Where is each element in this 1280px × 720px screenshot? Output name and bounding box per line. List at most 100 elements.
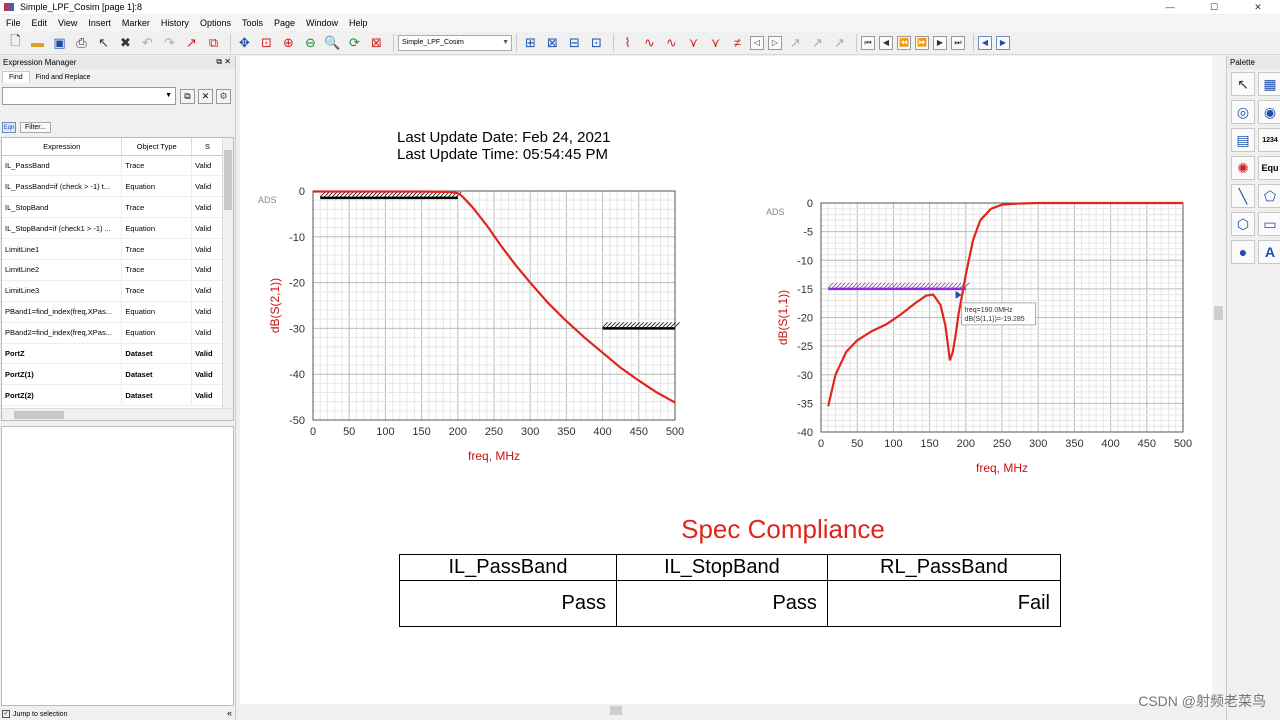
marker-valley-icon[interactable]: ⋎	[710, 34, 721, 50]
marker-slope-icon[interactable]: ↗	[834, 34, 845, 50]
list-table-icon[interactable]: ▤	[1231, 128, 1255, 152]
fit-all-icon[interactable]: ⊞	[525, 34, 536, 50]
zoom-out-icon[interactable]: ⊖	[305, 34, 316, 50]
table-row[interactable]: PortZ Dataset Valid	[2, 343, 224, 365]
save-icon[interactable]: ▣	[53, 34, 66, 50]
rectangle-icon[interactable]: ▭	[1258, 212, 1280, 236]
zoom-area-icon[interactable]: ⊡	[261, 34, 272, 50]
table-row[interactable]: LimitLine2 Trace Valid	[2, 259, 224, 281]
pointer-icon[interactable]: ↖	[1231, 72, 1255, 96]
jump-to-selection-checkbox[interactable]: ✓	[2, 710, 10, 718]
marker-peak-icon[interactable]: ⋎	[688, 34, 699, 50]
menu-window[interactable]: Window	[306, 18, 339, 28]
last-page-icon[interactable]: ⏭	[951, 35, 965, 50]
marker-right-icon[interactable]: ▷	[768, 35, 782, 50]
menu-page[interactable]: Page	[273, 18, 296, 28]
zoom-plot-icon[interactable]: ⊟	[569, 34, 580, 50]
find-input[interactable]: ▼	[2, 87, 176, 105]
circle-icon[interactable]: ●	[1231, 240, 1255, 264]
table-row[interactable]: IL_StopBand=if (check1 > -1) ... Equation…	[2, 217, 224, 240]
table-horizontal-scrollbar[interactable]	[2, 408, 233, 420]
marker-delta-icon[interactable]: ≠	[733, 35, 742, 50]
marker-max-icon[interactable]: ∿	[644, 34, 655, 50]
prev-step-icon[interactable]: ⏪	[897, 35, 911, 50]
marker-left-icon[interactable]: ◁	[750, 35, 764, 50]
zoom-in-icon[interactable]: ⊕	[283, 34, 294, 50]
trace-icon[interactable]: ↗	[186, 34, 197, 50]
zoom-data-icon[interactable]: ⊡	[591, 34, 602, 50]
numeric-display-icon[interactable]: 1234	[1258, 128, 1280, 152]
refresh-icon[interactable]: ⟳	[349, 34, 360, 50]
rectangular-plot-icon[interactable]: ▦	[1258, 72, 1280, 96]
settings-gear-icon[interactable]: ⚙	[216, 89, 231, 104]
polar-plot-icon[interactable]: ◎	[1231, 100, 1255, 124]
move-icon[interactable]: ✥	[239, 34, 250, 50]
table-row[interactable]: IL_PassBand Trace Valid	[2, 155, 224, 177]
antenna-plot-icon[interactable]: ✺	[1231, 156, 1255, 180]
delete-icon[interactable]: ✖	[120, 34, 131, 50]
clear-icon[interactable]: ✕	[198, 89, 213, 104]
forward-icon[interactable]: ▶	[996, 35, 1010, 50]
menu-edit[interactable]: Edit	[31, 18, 48, 28]
canvas-horizontal-scrollbar[interactable]	[240, 704, 1225, 720]
menu-options[interactable]: Options	[199, 18, 231, 28]
next-step-icon[interactable]: ⏩	[915, 35, 929, 50]
redo-icon[interactable]: ↷	[164, 34, 175, 50]
menu-marker[interactable]: Marker	[121, 18, 150, 28]
data-display-canvas[interactable]: Last Update Date: Feb 24, 2021 Last Upda…	[240, 56, 1225, 704]
minimize-icon[interactable]: —	[1165, 2, 1175, 12]
table-row[interactable]: PortZ(2) Dataset Valid	[2, 384, 224, 407]
column-object-type[interactable]: Object Type	[121, 138, 193, 156]
new-file-icon[interactable]: 🗋	[10, 32, 21, 48]
stop-icon[interactable]: ⊠	[371, 34, 382, 50]
maximize-icon[interactable]: ☐	[1209, 1, 1219, 12]
table-row[interactable]: IL_PassBand=if (check > -1) t... Equation…	[2, 175, 224, 198]
first-page-icon[interactable]: ⏮	[861, 35, 875, 50]
expression-detail-area[interactable]	[1, 426, 234, 706]
tab-find[interactable]: Find	[2, 71, 30, 83]
collapse-icon[interactable]: «	[226, 708, 232, 718]
polyline-icon[interactable]: ⬠	[1258, 184, 1280, 208]
table-vertical-scrollbar[interactable]	[222, 138, 233, 408]
filter-button[interactable]: Filter...	[20, 122, 52, 133]
s21-plot[interactable]: 0 50 100 150 200 250 300 350 400 450 500 0 -10 -20 -30…	[250, 176, 710, 476]
equation-icon[interactable]: Equ	[1258, 156, 1280, 180]
chevron-down-icon[interactable]: ▼	[165, 92, 172, 99]
table-row[interactable]: LimitLine3 Trace Valid	[2, 280, 224, 302]
prev-page-icon[interactable]: ◀	[879, 35, 893, 50]
s11-plot[interactable]: 0 50 100 150 200 250 300 350 400 450 500 0 -5 -10 -15 -…	[750, 188, 1210, 508]
open-folder-icon[interactable]: ▬	[31, 35, 44, 50]
smith-chart-icon[interactable]: ◉	[1258, 100, 1280, 124]
marker-min-icon[interactable]: ∿	[666, 34, 677, 50]
magnify-icon[interactable]: 🔍	[324, 34, 341, 50]
table-row[interactable]: PBand2=find_index(freq,XPas... Equation Va…	[2, 322, 224, 344]
marker-icon[interactable]: ⌇	[624, 34, 631, 50]
menu-insert[interactable]: Insert	[88, 18, 111, 28]
copy-icon[interactable]: ⧉	[180, 89, 195, 104]
column-status[interactable]: S	[191, 138, 224, 156]
table-row[interactable]: LimitLine1 Trace Valid	[2, 238, 224, 260]
back-icon[interactable]: ◀	[978, 35, 992, 50]
page-combo[interactable]: Simple_LPF_Cosim ▼	[398, 34, 512, 51]
marker-move-icon[interactable]: ↗	[790, 34, 801, 50]
menu-history[interactable]: History	[160, 18, 189, 28]
next-page-icon[interactable]: ▶	[933, 35, 947, 50]
select-arrow-icon[interactable]: ↖	[98, 34, 109, 50]
plot-icon[interactable]: ⧉	[208, 34, 219, 50]
menu-help[interactable]: Help	[349, 18, 368, 28]
zoom-window-icon[interactable]: ⊠	[547, 34, 558, 50]
line-icon[interactable]: ╲	[1231, 184, 1255, 208]
polygon-icon[interactable]: ⬡	[1231, 212, 1255, 236]
menu-file[interactable]: File	[6, 18, 21, 28]
marker-line-icon[interactable]: ↗	[812, 34, 823, 50]
column-expression[interactable]: Expression	[2, 138, 123, 156]
table-row[interactable]: PortZ(1) Dataset Valid	[2, 363, 224, 386]
canvas-vertical-scrollbar[interactable]	[1212, 56, 1225, 704]
menu-tools[interactable]: Tools	[241, 18, 263, 28]
table-row[interactable]: IL_StopBand Trace Valid	[2, 196, 224, 219]
equation-icon[interactable]: Eqn	[2, 122, 16, 133]
close-window-icon[interactable]: ✕	[1254, 1, 1262, 12]
undo-icon[interactable]: ↶	[142, 34, 153, 50]
menu-view[interactable]: View	[58, 18, 78, 28]
tab-find-and-replace[interactable]: Find and Replace	[35, 74, 91, 81]
